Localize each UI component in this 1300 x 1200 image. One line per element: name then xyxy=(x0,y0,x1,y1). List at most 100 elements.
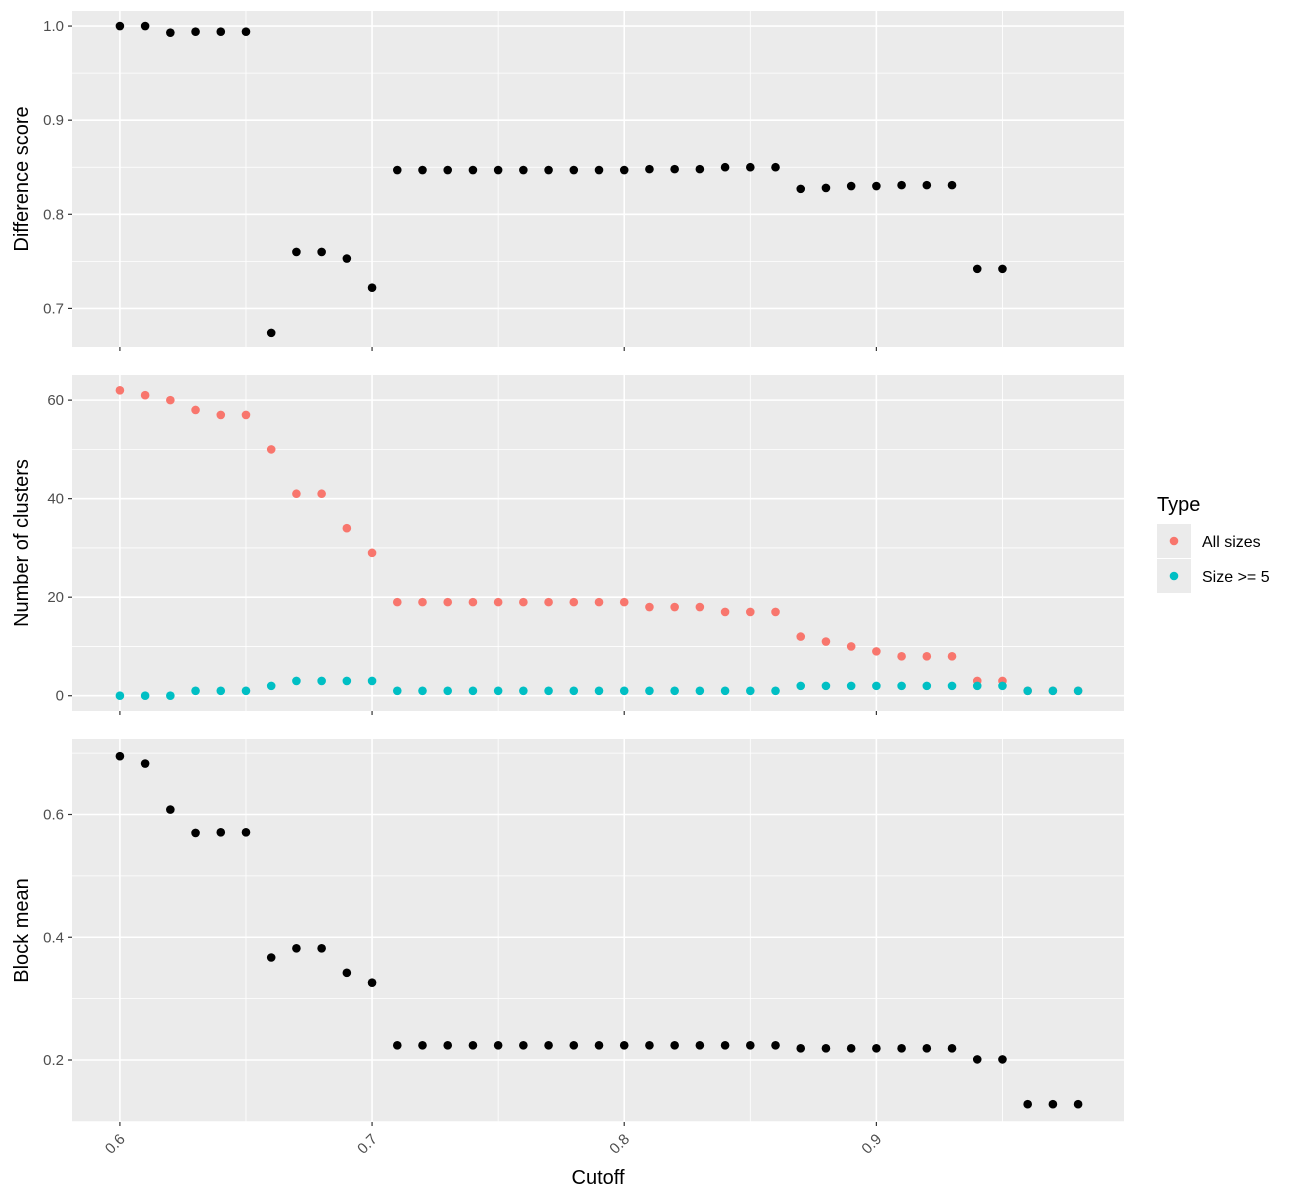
data-point xyxy=(998,1055,1007,1064)
data-point xyxy=(771,162,780,172)
data-point xyxy=(468,165,478,175)
data-point xyxy=(418,165,427,175)
data-point xyxy=(468,597,478,607)
data-point xyxy=(897,681,906,691)
data-point xyxy=(544,1040,553,1050)
data-point xyxy=(115,751,125,761)
data-point xyxy=(645,164,654,174)
data-point xyxy=(443,1040,453,1050)
data-point xyxy=(872,681,881,691)
data-point xyxy=(544,165,553,175)
panel-background xyxy=(72,11,1124,347)
data-point xyxy=(771,1040,780,1050)
data-point xyxy=(695,686,705,696)
data-point xyxy=(897,1044,906,1053)
data-point xyxy=(392,1040,402,1050)
data-point xyxy=(897,180,906,190)
data-point xyxy=(922,681,932,691)
y-tick-label: 1.0 xyxy=(43,18,64,35)
data-point xyxy=(266,328,276,338)
data-point xyxy=(720,1040,730,1050)
data-point xyxy=(519,686,528,696)
y-tick-label: 0.7 xyxy=(43,300,64,317)
x-tick-label: 0.6 xyxy=(102,1131,129,1158)
data-point xyxy=(872,647,881,656)
data-point xyxy=(418,1040,427,1050)
data-point xyxy=(645,602,654,612)
data-point xyxy=(140,21,150,31)
y-tick-label: 0.6 xyxy=(43,806,64,823)
data-point xyxy=(342,968,352,978)
data-point xyxy=(821,637,831,646)
data-point xyxy=(493,686,503,696)
data-point xyxy=(140,759,150,768)
data-point xyxy=(670,602,679,612)
data-point xyxy=(191,405,200,415)
data-point xyxy=(872,1044,881,1053)
data-point xyxy=(796,1044,806,1053)
data-point xyxy=(115,385,125,395)
data-point xyxy=(947,652,957,661)
data-point xyxy=(140,691,150,701)
data-point xyxy=(367,548,377,558)
data-point xyxy=(846,1044,856,1053)
data-point xyxy=(392,597,402,607)
data-point xyxy=(619,597,629,607)
data-point xyxy=(846,642,856,651)
data-point xyxy=(746,686,755,696)
data-point xyxy=(317,247,326,257)
y-tick-label: 20 xyxy=(47,589,64,606)
data-point xyxy=(796,184,806,194)
legend-key-point xyxy=(1169,536,1179,546)
data-point xyxy=(695,1040,705,1050)
y-tick-label: 40 xyxy=(47,491,64,508)
panel-background xyxy=(72,375,1124,711)
y-tick-label: 0.8 xyxy=(43,206,64,223)
data-point xyxy=(972,264,982,274)
data-point xyxy=(746,162,755,172)
data-point xyxy=(166,691,175,701)
data-point xyxy=(443,165,453,175)
data-point xyxy=(594,165,604,175)
data-point xyxy=(947,180,957,190)
data-point xyxy=(619,1040,629,1050)
data-point xyxy=(796,632,806,641)
data-point xyxy=(317,676,326,686)
data-point xyxy=(166,395,175,405)
data-point xyxy=(443,597,453,607)
y-tick-label: 60 xyxy=(47,392,64,409)
data-point xyxy=(1073,686,1083,696)
x-tick-label: 0.8 xyxy=(606,1131,633,1158)
data-point xyxy=(972,1055,982,1064)
data-point xyxy=(392,686,402,696)
data-point xyxy=(821,183,831,193)
data-point xyxy=(519,165,528,175)
data-point xyxy=(821,681,831,691)
data-point xyxy=(720,162,730,172)
data-point xyxy=(569,165,579,175)
data-point xyxy=(367,978,377,987)
data-point xyxy=(493,1040,503,1050)
data-point xyxy=(720,686,730,696)
legend-key-point xyxy=(1169,571,1179,581)
data-point xyxy=(241,27,251,37)
data-point xyxy=(342,676,352,686)
data-point xyxy=(292,676,301,686)
x-tick-label: 0.7 xyxy=(354,1131,381,1158)
data-point xyxy=(746,1040,755,1050)
data-point xyxy=(947,1044,957,1053)
data-point xyxy=(972,681,982,691)
data-point xyxy=(418,686,427,696)
data-point xyxy=(292,489,301,499)
data-point xyxy=(670,686,679,696)
data-point xyxy=(166,28,175,37)
data-point xyxy=(1023,686,1032,696)
data-point xyxy=(594,597,604,607)
data-point xyxy=(594,1040,604,1050)
y-tick-label: 0.4 xyxy=(43,929,64,946)
x-axis-title: Cutoff xyxy=(572,1167,625,1189)
panel-background xyxy=(72,739,1124,1122)
data-point xyxy=(645,686,654,696)
x-tick-label: 0.9 xyxy=(858,1131,885,1158)
